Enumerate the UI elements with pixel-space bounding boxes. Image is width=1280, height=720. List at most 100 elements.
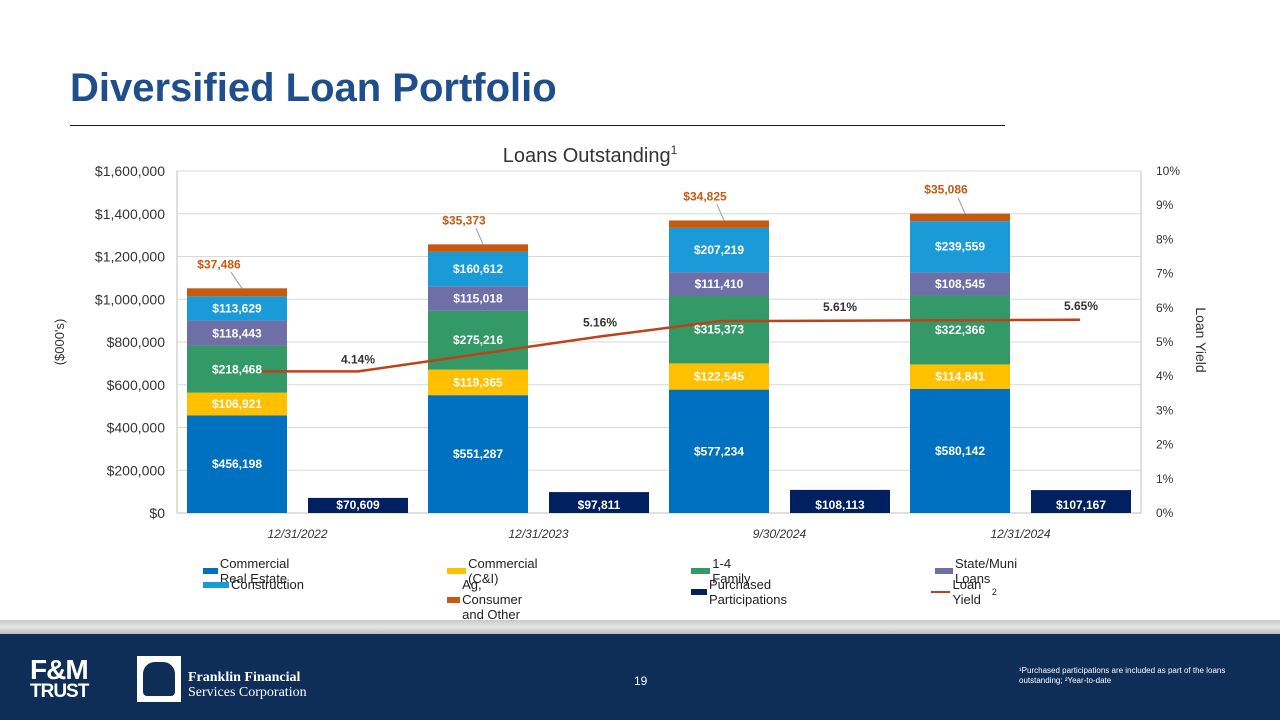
axes: $0 $200,000 $400,000 $600,000 $800,000 $1,000… — [95, 163, 1180, 541]
footer — [0, 634, 1280, 720]
franklin-emblem-icon — [137, 656, 181, 702]
y2-tick-label: 6% — [1156, 301, 1174, 315]
y2-tick-label: 4% — [1156, 369, 1174, 383]
data-label: $97,811 — [578, 498, 621, 512]
y2-tick-label: 2% — [1156, 438, 1174, 452]
legend-swatch — [691, 589, 707, 595]
y2-tick-label: 0% — [1156, 506, 1174, 520]
yield-label: 5.61% — [823, 300, 857, 314]
y-axis-title: ($000's) — [52, 319, 67, 366]
data-label: $108,545 — [935, 277, 985, 291]
bar-segment — [910, 272, 1010, 296]
legend-swatch — [203, 568, 218, 574]
data-label: $322,366 — [935, 323, 985, 337]
leader-line — [716, 204, 725, 221]
y2-tick-label: 7% — [1156, 267, 1174, 281]
slide-title: Diversified Loan Portfolio — [70, 66, 557, 110]
legend-label: State/Muni Loans — [955, 556, 1018, 586]
y2-tick-label: 3% — [1156, 403, 1174, 417]
title-divider — [70, 125, 1005, 126]
bar-segment — [428, 251, 528, 287]
legend-item: Commercial Real Estate — [203, 556, 300, 586]
bar-segment — [428, 395, 528, 513]
data-label: $456,198 — [212, 457, 262, 471]
legend-item: Purchased Participations — [691, 577, 797, 607]
legend-label: Construction — [231, 577, 304, 592]
loans-chart: Loans Outstanding1 $0 $200,000 $400,000 $60… — [52, 143, 1209, 541]
chart-title: Loans Outstanding1 — [503, 143, 678, 167]
legend-item: State/Muni Loans — [935, 556, 1025, 586]
bar-segment — [187, 415, 287, 513]
bar-segment — [910, 364, 1010, 389]
data-label: $111,410 — [695, 277, 744, 291]
franklin-financial-logo: Franklin Financial Services Corporation — [188, 670, 307, 700]
data-label: $119,365 — [453, 375, 503, 389]
participation-bar — [549, 492, 649, 513]
ffsc-line1: Franklin Financial — [188, 670, 301, 685]
data-label: $70,609 — [336, 498, 380, 512]
bar-segment — [910, 221, 1010, 273]
legend-label: Commercial (C&I) — [468, 556, 538, 586]
data-label: $108,113 — [815, 498, 865, 512]
legend-label: Loan Yield — [952, 577, 982, 607]
bar-segment — [187, 345, 287, 393]
participation-bar — [1031, 490, 1131, 513]
y-tick-label: $800,000 — [107, 334, 166, 350]
data-label: $113,629 — [212, 301, 262, 315]
legend-swatch — [931, 591, 951, 593]
y-tick-label: $1,200,000 — [95, 249, 165, 265]
data-label: $37,486 — [197, 257, 241, 271]
bar-segment — [187, 392, 287, 416]
y-tick-label: $1,600,000 — [95, 163, 165, 179]
data-label: $34,825 — [683, 189, 727, 203]
bars — [187, 213, 1131, 513]
y-tick-label: $600,000 — [107, 377, 166, 393]
data-label: $122,545 — [694, 370, 744, 384]
data-label: $118,443 — [212, 326, 262, 340]
bar-segment — [669, 227, 769, 273]
data-label: $577,234 — [694, 444, 744, 458]
leader-line — [230, 272, 243, 289]
bar-segment — [187, 320, 287, 346]
data-label: $275,216 — [453, 333, 503, 347]
bar-segment — [669, 389, 769, 513]
bar-segment — [910, 388, 1010, 513]
legend-item: 1-4 Family — [691, 556, 757, 586]
x-tick-label: 12/31/2022 — [267, 527, 327, 541]
legend-label: Purchased Participations — [708, 577, 787, 607]
y-tick-label: $1,000,000 — [95, 291, 165, 307]
legend-swatch — [935, 568, 954, 574]
legend-item: Commercial (C&I) — [447, 556, 544, 586]
legend-swatch — [203, 581, 229, 588]
bar-segment — [669, 272, 769, 297]
legend-label: Ag, Consumer and Other — [462, 577, 523, 622]
legend-label: Commercial Real Estate — [219, 556, 290, 586]
bar-segment — [910, 213, 1010, 222]
participation-bar — [308, 497, 408, 513]
data-label: $580,142 — [935, 444, 985, 458]
yield-line — [260, 318, 1081, 373]
chart-title-superscript: 1 — [671, 143, 678, 157]
legend-swatch — [447, 596, 461, 603]
leader-line — [475, 228, 484, 245]
data-label: $218,468 — [212, 362, 262, 376]
y2-tick-label: 5% — [1156, 335, 1174, 349]
bar-segment — [669, 220, 769, 228]
yield-label: 4.14% — [341, 352, 375, 366]
bar-segment — [187, 296, 287, 321]
legend-item: Construction — [203, 577, 304, 592]
bar-segment — [428, 244, 528, 252]
page-number: 19 — [634, 674, 648, 688]
ffsc-line2: Services Corporation — [188, 685, 307, 700]
fm-trust-logo: F&M TRUST — [30, 654, 89, 702]
y-tick-label: $1,400,000 — [95, 206, 165, 222]
leader-line — [957, 197, 966, 214]
legend-item: Ag, Consumer and Other — [447, 577, 535, 622]
bar-segment — [669, 363, 769, 390]
legend-label: 1-4 Family — [712, 556, 751, 586]
fm-logo-bottom: TRUST — [30, 681, 89, 702]
y-tick-label: $400,000 — [107, 420, 166, 436]
y2-tick-label: 10% — [1156, 164, 1180, 178]
fm-logo-top: F&M — [30, 654, 89, 685]
bar-segment — [669, 296, 769, 364]
